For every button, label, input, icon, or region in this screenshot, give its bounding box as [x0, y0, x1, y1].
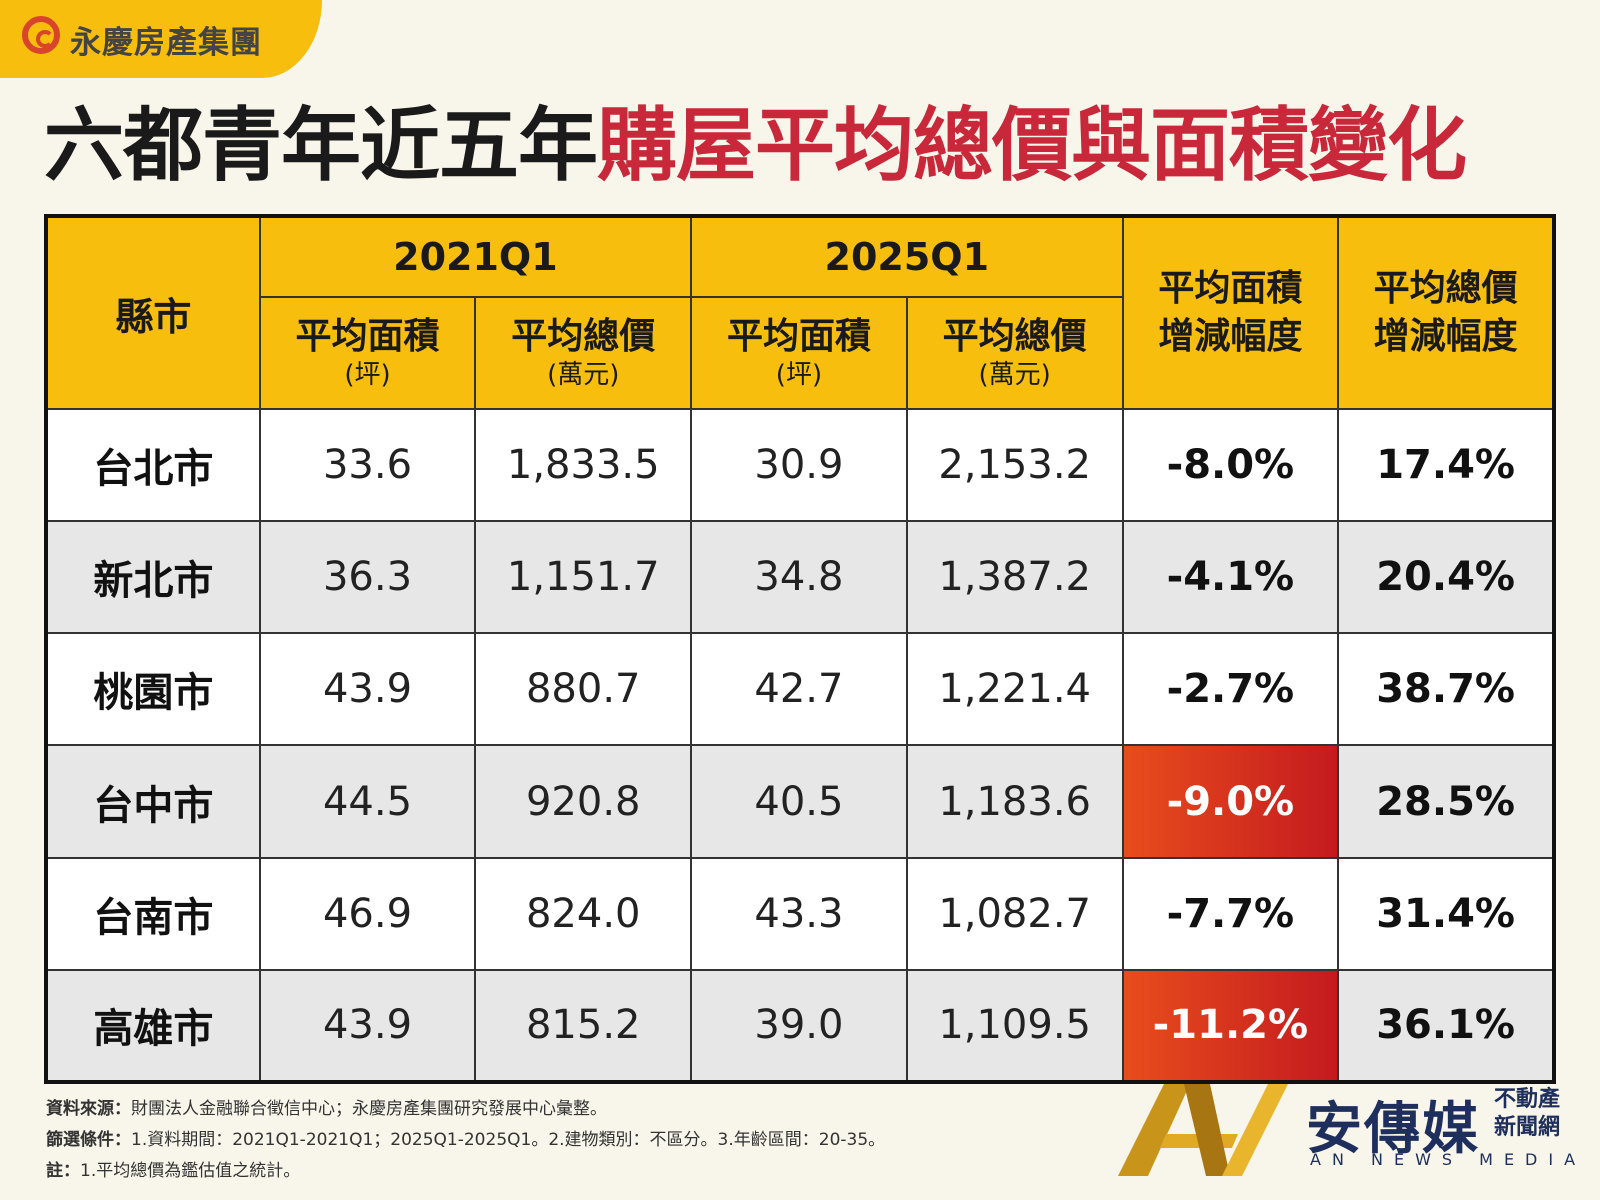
area-change-cell: -8.0%: [1121, 407, 1340, 523]
price-change-cell: 38.7%: [1337, 632, 1555, 747]
city-cell: 台北市: [45, 407, 261, 523]
city-cell: 高雄市: [45, 968, 261, 1084]
table-row: 台南市 46.9 824.0 43.3 1,082.7 -7.7% 31.4%: [45, 856, 1555, 971]
brand-tab: 永慶房產集團: [0, 0, 322, 78]
area-2025-cell: 39.0: [690, 968, 908, 1084]
footnote-filter: 篩選條件：1.資料期間：2021Q1-2021Q1；2025Q1-2025Q1。…: [46, 1125, 885, 1156]
header-label: 平均面積: [726, 316, 871, 357]
header-area-change-line2: 增減幅度: [1158, 316, 1303, 357]
header-unit: (萬元): [978, 360, 1051, 390]
price-change-cell: 20.4%: [1337, 520, 1555, 635]
header-unit: (坪): [344, 360, 391, 390]
table-row: 台中市 44.5 920.8 40.5 1,183.6 -9.0% 28.5%: [45, 744, 1555, 859]
brand-name: 永慶房產集團: [70, 25, 262, 61]
area-change-cell: -2.7%: [1121, 632, 1340, 747]
footnote-note-label: 註：: [46, 1161, 80, 1181]
header-area-change: 平均面積 增減幅度: [1121, 215, 1340, 410]
price-2025-cell: 1,387.2: [905, 520, 1124, 635]
title-part-2: 購屋平均總價與面積變化: [597, 99, 1467, 192]
area-2021-cell: 33.6: [258, 407, 477, 523]
price-2021-cell: 1,151.7: [474, 520, 693, 635]
media-logo-english: AN NEWS MEDIA: [1310, 1150, 1587, 1169]
city-cell: 桃園市: [45, 632, 261, 747]
price-change-cell: 31.4%: [1337, 856, 1555, 971]
brand-logo-icon: [22, 16, 60, 54]
header-price-change-line1: 平均總價: [1373, 268, 1518, 309]
header-price-2021: 平均總價 (萬元): [474, 296, 693, 410]
area-2025-cell: 34.8: [690, 520, 908, 635]
footnote-filter-text: 1.資料期間：2021Q1-2021Q1；2025Q1-2025Q1。2.建物類…: [131, 1130, 886, 1150]
header-unit: (坪): [775, 360, 823, 390]
page-title: 六都青年近五年購屋平均總價與面積變化: [44, 96, 1467, 196]
price-change-cell: 28.5%: [1337, 744, 1555, 859]
area-2021-cell: 43.9: [258, 968, 477, 1084]
price-2025-cell: 2,153.2: [905, 407, 1124, 523]
footnote-source: 資料來源：財團法人金融聯合徵信中心；永慶房產集團研究發展中心彙整。: [46, 1094, 885, 1125]
header-group-2021: 2021Q1: [258, 215, 693, 298]
footnotes: 資料來源：財團法人金融聯合徵信中心；永慶房產集團研究發展中心彙整。 篩選條件：1…: [46, 1094, 885, 1187]
price-2025-cell: 1,082.7: [905, 856, 1124, 971]
area-2025-cell: 30.9: [690, 407, 908, 523]
an-logo-icon: [1118, 1084, 1288, 1176]
header-price-change: 平均總價 增減幅度: [1337, 215, 1555, 410]
data-table: 縣市 2021Q1 2025Q1 平均面積 增減幅度 平均總價 增減幅度 平均面…: [44, 214, 1556, 1084]
footnote-note-text: 1.平均總價為鑑估值之統計。: [80, 1161, 301, 1181]
price-2021-cell: 920.8: [474, 744, 693, 859]
area-change-cell: -9.0%: [1121, 744, 1340, 859]
header-label: 平均總價: [511, 316, 656, 357]
price-2021-cell: 815.2: [474, 968, 693, 1084]
title-part-1: 六都青年近五年: [44, 99, 598, 192]
header-group-2025: 2025Q1: [690, 215, 1124, 298]
header-area-2021: 平均面積 (坪): [258, 296, 477, 410]
media-logo-tagline: 不動產 新聞網: [1494, 1086, 1560, 1142]
header-area-2025: 平均面積 (坪): [690, 296, 908, 410]
area-2021-cell: 36.3: [258, 520, 477, 635]
area-change-cell: -7.7%: [1121, 856, 1340, 971]
city-cell: 台南市: [45, 856, 261, 971]
area-2021-cell: 44.5: [258, 744, 477, 859]
header-unit: (萬元): [547, 360, 620, 390]
area-2025-cell: 43.3: [690, 856, 908, 971]
table-row: 桃園市 43.9 880.7 42.7 1,221.4 -2.7% 38.7%: [45, 632, 1555, 747]
area-2021-cell: 43.9: [258, 632, 477, 747]
header-label: 平均總價: [942, 316, 1087, 357]
city-cell: 台中市: [45, 744, 261, 859]
area-2025-cell: 40.5: [690, 744, 908, 859]
price-2025-cell: 1,183.6: [905, 744, 1124, 859]
media-logo-name: 安傳媒: [1306, 1097, 1480, 1162]
price-2021-cell: 1,833.5: [474, 407, 693, 523]
footnote-filter-label: 篩選條件：: [46, 1130, 131, 1150]
price-2021-cell: 824.0: [474, 856, 693, 971]
table-row: 新北市 36.3 1,151.7 34.8 1,387.2 -4.1% 20.4%: [45, 520, 1555, 635]
header-price-change-line2: 增減幅度: [1373, 316, 1518, 357]
media-logo-tagline-1: 不動產: [1494, 1087, 1561, 1112]
city-cell: 新北市: [45, 520, 261, 635]
price-2025-cell: 1,221.4: [905, 632, 1124, 747]
footnote-note: 註：1.平均總價為鑑估值之統計。: [46, 1156, 885, 1187]
header-price-2025: 平均總價 (萬元): [905, 296, 1124, 410]
area-2021-cell: 46.9: [258, 856, 477, 971]
price-change-cell: 36.1%: [1337, 968, 1555, 1084]
table-row: 台北市 33.6 1,833.5 30.9 2,153.2 -8.0% 17.4%: [45, 407, 1555, 523]
media-logo-tagline-2: 新聞網: [1494, 1115, 1561, 1140]
price-2025-cell: 1,109.5: [905, 968, 1124, 1084]
table-row: 高雄市 43.9 815.2 39.0 1,109.5 -11.2% 36.1%: [45, 968, 1555, 1084]
footnote-source-text: 財團法人金融聯合徵信中心；永慶房產集團研究發展中心彙整。: [131, 1099, 607, 1119]
header-city: 縣市: [45, 215, 261, 410]
price-change-cell: 17.4%: [1337, 407, 1555, 523]
area-change-cell: -4.1%: [1121, 520, 1340, 635]
table-body: 台北市 33.6 1,833.5 30.9 2,153.2 -8.0% 17.4% 新北市 36…: [45, 407, 1555, 1084]
footnote-source-label: 資料來源：: [46, 1099, 131, 1119]
header-label: 平均面積: [295, 316, 440, 357]
area-change-cell: -11.2%: [1121, 968, 1340, 1084]
area-2025-cell: 42.7: [690, 632, 908, 747]
price-2021-cell: 880.7: [474, 632, 693, 747]
header-area-change-line1: 平均面積: [1158, 268, 1303, 309]
